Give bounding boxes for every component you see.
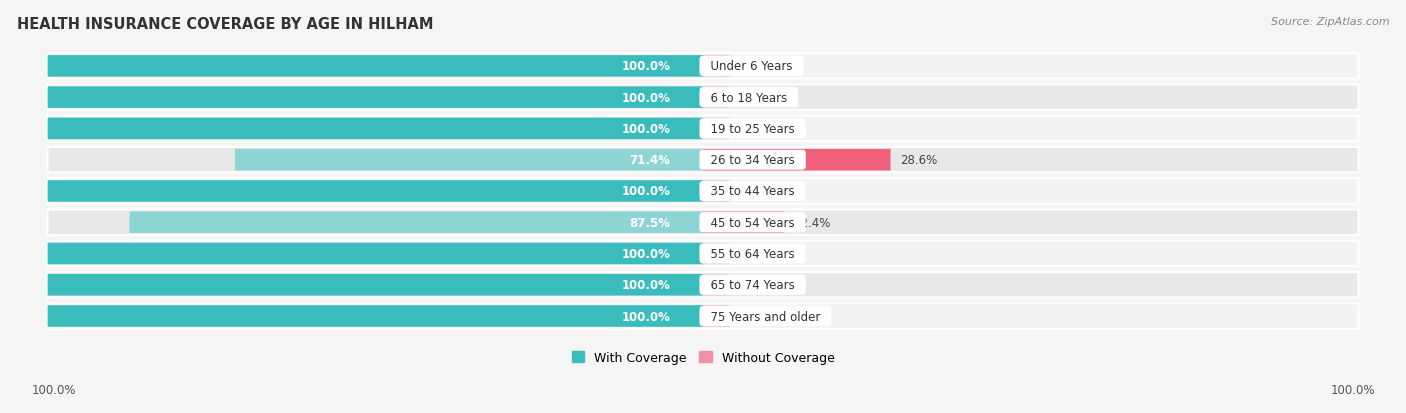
FancyBboxPatch shape bbox=[48, 119, 703, 140]
FancyBboxPatch shape bbox=[703, 150, 890, 171]
FancyBboxPatch shape bbox=[48, 210, 1358, 235]
Text: 100.0%: 100.0% bbox=[621, 279, 671, 292]
FancyBboxPatch shape bbox=[703, 181, 730, 202]
Text: 87.5%: 87.5% bbox=[630, 216, 671, 229]
FancyBboxPatch shape bbox=[129, 212, 703, 233]
FancyBboxPatch shape bbox=[48, 179, 1358, 204]
FancyBboxPatch shape bbox=[48, 306, 703, 327]
Text: 0.0%: 0.0% bbox=[740, 185, 769, 198]
FancyBboxPatch shape bbox=[703, 274, 730, 296]
Text: 45 to 54 Years: 45 to 54 Years bbox=[703, 216, 803, 229]
Text: 12.4%: 12.4% bbox=[794, 216, 831, 229]
Text: 55 to 64 Years: 55 to 64 Years bbox=[703, 247, 803, 260]
Text: HEALTH INSURANCE COVERAGE BY AGE IN HILHAM: HEALTH INSURANCE COVERAGE BY AGE IN HILH… bbox=[17, 17, 433, 31]
Text: 100.0%: 100.0% bbox=[621, 185, 671, 198]
FancyBboxPatch shape bbox=[235, 150, 703, 171]
Text: 100.0%: 100.0% bbox=[621, 247, 671, 260]
Text: 35 to 44 Years: 35 to 44 Years bbox=[703, 185, 803, 198]
Text: 19 to 25 Years: 19 to 25 Years bbox=[703, 123, 803, 135]
Text: 26 to 34 Years: 26 to 34 Years bbox=[703, 154, 803, 167]
Text: 100.0%: 100.0% bbox=[621, 123, 671, 135]
FancyBboxPatch shape bbox=[703, 56, 730, 78]
Text: 71.4%: 71.4% bbox=[630, 154, 671, 167]
Text: 6 to 18 Years: 6 to 18 Years bbox=[703, 91, 794, 104]
Text: 100.0%: 100.0% bbox=[31, 384, 76, 396]
FancyBboxPatch shape bbox=[703, 212, 785, 233]
Text: 0.0%: 0.0% bbox=[740, 247, 769, 260]
Text: 0.0%: 0.0% bbox=[740, 60, 769, 73]
Text: 100.0%: 100.0% bbox=[621, 310, 671, 323]
Text: 65 to 74 Years: 65 to 74 Years bbox=[703, 279, 803, 292]
FancyBboxPatch shape bbox=[703, 87, 730, 109]
FancyBboxPatch shape bbox=[703, 306, 730, 327]
Text: 0.0%: 0.0% bbox=[740, 91, 769, 104]
Text: 0.0%: 0.0% bbox=[740, 310, 769, 323]
FancyBboxPatch shape bbox=[48, 56, 703, 78]
Text: 0.0%: 0.0% bbox=[740, 279, 769, 292]
Text: 100.0%: 100.0% bbox=[621, 91, 671, 104]
Text: 100.0%: 100.0% bbox=[621, 60, 671, 73]
FancyBboxPatch shape bbox=[48, 273, 1358, 298]
FancyBboxPatch shape bbox=[48, 241, 1358, 266]
FancyBboxPatch shape bbox=[48, 87, 703, 109]
FancyBboxPatch shape bbox=[48, 85, 1358, 111]
Text: 0.0%: 0.0% bbox=[740, 123, 769, 135]
FancyBboxPatch shape bbox=[48, 148, 1358, 173]
FancyBboxPatch shape bbox=[48, 304, 1358, 329]
Text: 100.0%: 100.0% bbox=[1330, 384, 1375, 396]
FancyBboxPatch shape bbox=[48, 116, 1358, 142]
Text: Under 6 Years: Under 6 Years bbox=[703, 60, 800, 73]
FancyBboxPatch shape bbox=[48, 274, 703, 296]
FancyBboxPatch shape bbox=[48, 54, 1358, 79]
Text: Source: ZipAtlas.com: Source: ZipAtlas.com bbox=[1271, 17, 1389, 26]
FancyBboxPatch shape bbox=[703, 119, 730, 140]
FancyBboxPatch shape bbox=[703, 243, 730, 265]
Legend: With Coverage, Without Coverage: With Coverage, Without Coverage bbox=[567, 346, 839, 369]
FancyBboxPatch shape bbox=[48, 243, 703, 265]
Text: 75 Years and older: 75 Years and older bbox=[703, 310, 828, 323]
Text: 28.6%: 28.6% bbox=[900, 154, 938, 167]
FancyBboxPatch shape bbox=[48, 181, 703, 202]
